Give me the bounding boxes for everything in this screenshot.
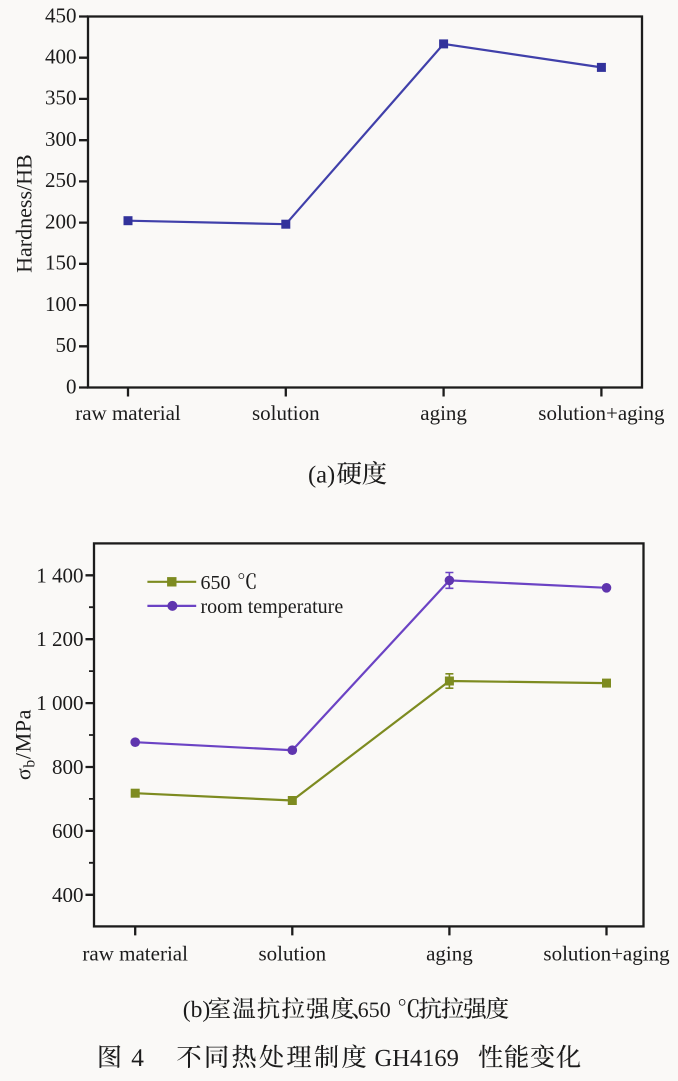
svg-text:400: 400 <box>52 883 84 907</box>
svg-text:600: 600 <box>52 819 84 843</box>
svg-text:1 200: 1 200 <box>36 627 83 651</box>
svg-text:1 000: 1 000 <box>36 691 83 715</box>
svg-text:450: 450 <box>45 3 77 27</box>
svg-text:solution: solution <box>258 942 326 966</box>
svg-text:solution+aging: solution+aging <box>538 401 665 425</box>
svg-text:350: 350 <box>45 86 77 110</box>
svg-text:solution+aging: solution+aging <box>543 942 670 966</box>
svg-text:800: 800 <box>52 755 84 779</box>
svg-text:250: 250 <box>45 168 77 192</box>
svg-text:50: 50 <box>56 333 77 357</box>
svg-text:650: 650 <box>201 572 231 594</box>
svg-text:0: 0 <box>66 374 77 398</box>
svg-text:room temperature: room temperature <box>201 596 344 618</box>
svg-text:150: 150 <box>45 251 77 275</box>
svg-text:raw material: raw material <box>82 942 188 966</box>
svg-text:raw material: raw material <box>75 401 181 425</box>
svg-text:100: 100 <box>45 292 77 316</box>
svg-text:1 400: 1 400 <box>36 563 83 587</box>
svg-text:σb/MPa: σb/MPa <box>11 709 39 780</box>
svg-text:aging: aging <box>420 401 467 425</box>
svg-text:Hardness/HB: Hardness/HB <box>12 154 37 273</box>
svg-text:300: 300 <box>45 127 77 151</box>
svg-text:aging: aging <box>426 942 473 966</box>
svg-text:solution: solution <box>252 401 320 425</box>
svg-text:400: 400 <box>45 45 77 69</box>
svg-text:200: 200 <box>45 209 77 233</box>
